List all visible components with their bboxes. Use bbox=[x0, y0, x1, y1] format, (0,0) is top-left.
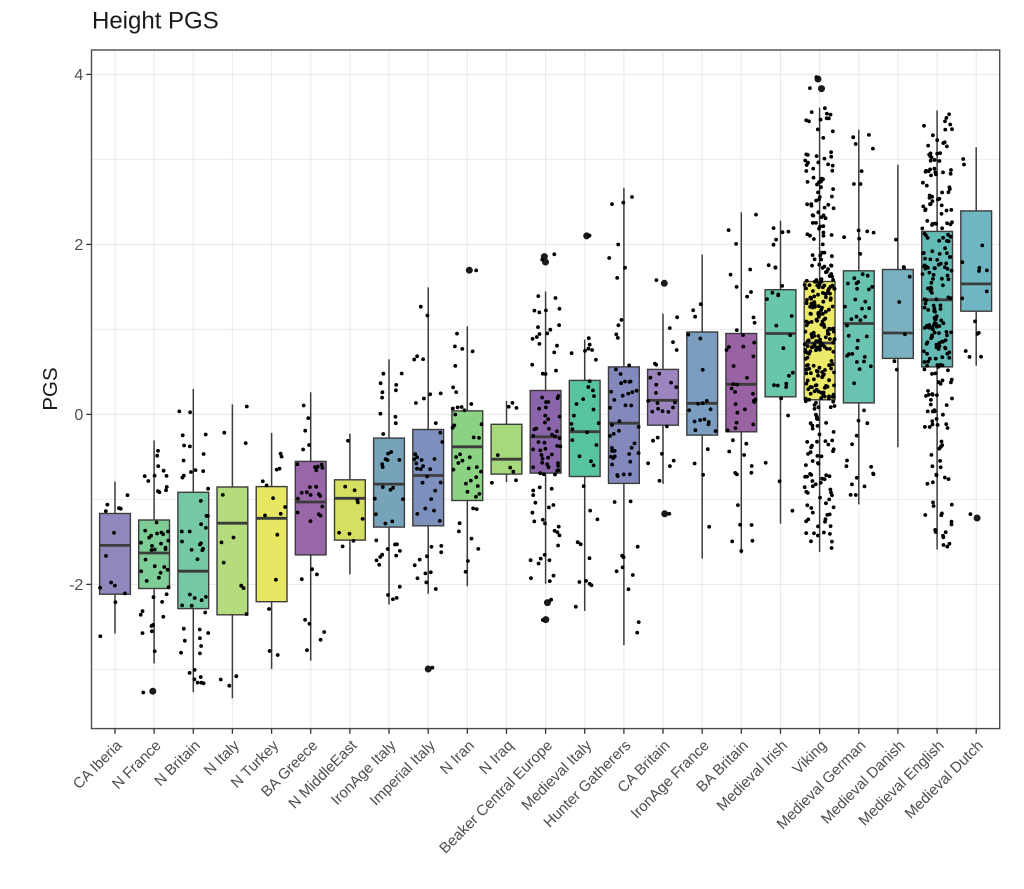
svg-text:2: 2 bbox=[74, 237, 83, 254]
svg-text:0: 0 bbox=[74, 407, 83, 424]
svg-text:Height PGS: Height PGS bbox=[92, 8, 219, 35]
svg-text:PGS: PGS bbox=[39, 367, 62, 410]
svg-text:-2: -2 bbox=[69, 577, 83, 594]
svg-text:4: 4 bbox=[74, 67, 83, 84]
